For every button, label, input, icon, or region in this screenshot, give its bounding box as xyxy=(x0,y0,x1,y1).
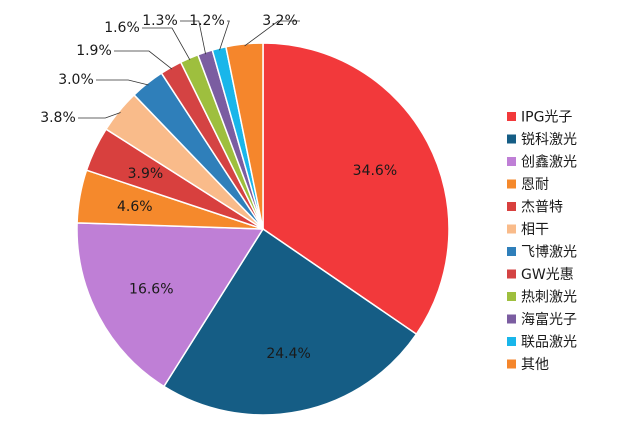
leader-line xyxy=(114,50,173,70)
legend-label: 锐科激光 xyxy=(521,131,577,148)
legend-swatch xyxy=(507,337,516,346)
legend-swatch xyxy=(507,134,516,144)
legend-label: 其他 xyxy=(521,357,549,373)
pie-slice xyxy=(225,42,264,230)
legend-label: 杰普特 xyxy=(521,200,563,216)
leader-line xyxy=(142,27,191,61)
data-label: 3.2% xyxy=(262,13,298,29)
legend-swatch xyxy=(507,269,516,279)
data-label: 1.9% xyxy=(76,43,112,59)
data-label: 3.9% xyxy=(128,166,164,182)
leader-line xyxy=(96,79,149,86)
legend-swatch xyxy=(507,292,516,301)
legend-label: 相干 xyxy=(521,222,549,238)
legend-label: 热刺激光 xyxy=(521,289,577,306)
legend-label: 飞博激光 xyxy=(521,244,577,261)
data-label: 4.6% xyxy=(117,199,153,215)
data-label: 16.6% xyxy=(129,281,173,297)
legend-label: 恩耐 xyxy=(521,177,549,193)
legend-swatch xyxy=(507,157,516,166)
legend-swatch xyxy=(507,179,516,189)
data-labels: 34.6%24.4%16.6%4.6%3.9%3.8%3.0%1.9%1.6% 1… xyxy=(40,13,397,362)
legend-swatch xyxy=(507,112,516,121)
leader-lines xyxy=(78,20,300,119)
legend-swatch xyxy=(507,202,516,211)
pie-slice xyxy=(76,222,265,388)
legend-label: 联品激光 xyxy=(521,334,577,351)
data-label: 24.4% xyxy=(266,346,310,362)
data-label: 1.6% xyxy=(104,20,140,36)
pie-slices xyxy=(76,42,450,416)
leader-line xyxy=(219,20,230,51)
pie-slice xyxy=(162,227,418,416)
legend-label: IPG光子 xyxy=(521,110,572,126)
data-label: 34.6% xyxy=(353,163,397,179)
data-label: 3.8% xyxy=(40,110,76,126)
legend-swatch xyxy=(507,224,516,234)
leader-line xyxy=(180,20,206,55)
legend-swatch xyxy=(507,314,516,324)
leader-line xyxy=(78,112,121,119)
legend-swatch xyxy=(507,359,516,369)
legend-swatch xyxy=(507,247,516,256)
legend-label: 创鑫激光 xyxy=(521,154,577,171)
pie-slice xyxy=(262,42,450,336)
data-label: 1.3% xyxy=(142,13,178,29)
data-label: 1.2% xyxy=(189,13,225,29)
data-label: 3.0% xyxy=(58,72,94,88)
leader-line xyxy=(244,20,300,47)
legend-label: GW光惠 xyxy=(521,267,574,283)
legend-label: 海富光子 xyxy=(521,311,577,328)
